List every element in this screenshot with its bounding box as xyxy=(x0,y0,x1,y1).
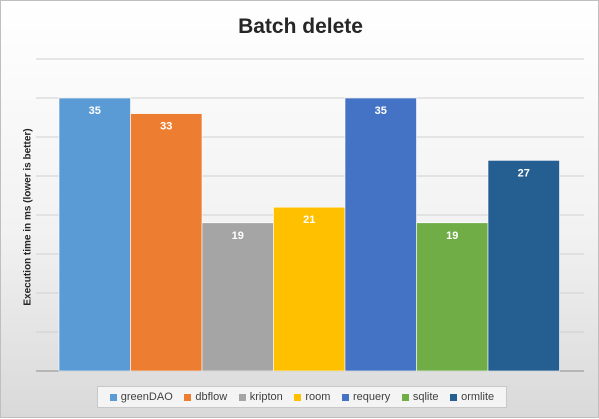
bar-sqlite xyxy=(416,222,489,372)
bar-greenDAO xyxy=(58,97,131,372)
data-label-ormlite: 27 xyxy=(518,167,530,179)
legend-swatch xyxy=(401,393,409,401)
bar-dbflow xyxy=(130,113,203,372)
legend-label: sqlite xyxy=(412,391,439,403)
chart-title: Batch delete xyxy=(238,15,363,38)
bar-room xyxy=(273,206,346,372)
data-label-greenDAO: 35 xyxy=(89,105,101,117)
legend-swatch xyxy=(294,393,302,401)
legend-item-room: room xyxy=(294,391,330,403)
legend-label: requery xyxy=(352,391,391,403)
legend-label: ormlite xyxy=(461,391,495,403)
data-label-requery: 35 xyxy=(375,105,387,117)
legend-swatch xyxy=(109,393,117,401)
bar-ormlite xyxy=(487,160,560,372)
legend-label: kripton xyxy=(249,391,283,403)
legend-item-dbflow: dbflow xyxy=(184,391,227,403)
legend-swatch xyxy=(450,393,458,401)
legend-label: room xyxy=(305,391,331,403)
legend-item-sqlite: sqlite xyxy=(401,391,439,403)
legend-item-kripton: kripton xyxy=(238,391,283,403)
legend-item-ormlite: ormlite xyxy=(450,391,494,403)
legend-label: greenDAO xyxy=(120,391,173,403)
data-label-sqlite: 19 xyxy=(446,230,458,242)
legend-swatch xyxy=(238,393,246,401)
legend-swatch xyxy=(184,393,192,401)
bar-requery xyxy=(344,97,417,372)
legend-swatch xyxy=(341,393,349,401)
legend-label: dbflow xyxy=(195,391,228,403)
data-label-room: 21 xyxy=(303,214,315,226)
data-label-kripton: 19 xyxy=(232,230,244,242)
legend-item-requery: requery xyxy=(341,391,391,403)
legend-item-greenDAO: greenDAO xyxy=(109,391,173,403)
data-label-dbflow: 33 xyxy=(160,121,172,133)
bar-kripton xyxy=(201,222,274,372)
legend: greenDAO dbflow kripton room requery sqlite or… xyxy=(97,386,507,408)
